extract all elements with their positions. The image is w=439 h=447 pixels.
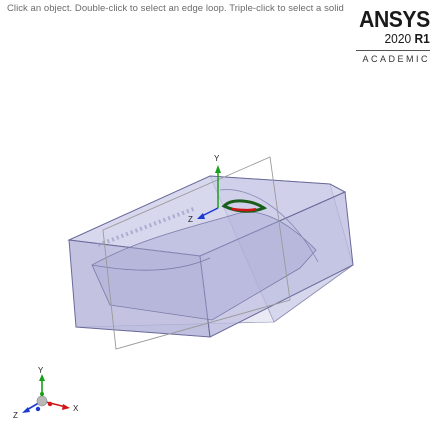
triad-z-label: Z [13,411,18,420]
triad-y-arrow [39,374,45,381]
triad-origin [37,396,47,406]
triad-y-ball [40,392,44,396]
local-z-label: Z [188,215,193,224]
triad-x-ball [48,402,52,406]
triad-y-label: Y [38,366,44,375]
triad-x-arrow [62,404,70,410]
orientation-triad[interactable]: Y X Z [13,366,79,420]
triad-x-label: X [73,404,79,413]
local-y-arrow [215,165,221,173]
local-y-label: Y [214,154,220,163]
triad-z-ball [36,407,40,411]
